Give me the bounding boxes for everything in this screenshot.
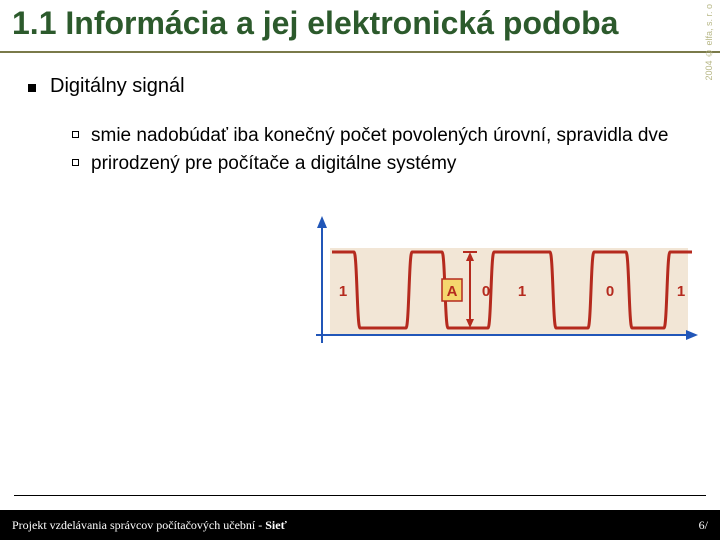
svg-text:1: 1 xyxy=(518,283,526,300)
bullet-level1: Digitálny signál xyxy=(28,75,692,98)
square-bullet-icon xyxy=(28,84,36,92)
svg-text:A: A xyxy=(447,283,458,300)
bullet-level2: smie nadobúdať iba konečný počet povolen… xyxy=(72,124,692,148)
page-title: 1.1 Informácia a jej elektronická podoba xyxy=(12,6,708,41)
digital-signal-diagram: A 1 0 1 0 1 xyxy=(300,210,700,380)
svg-text:1: 1 xyxy=(677,283,685,300)
svg-text:1: 1 xyxy=(339,283,347,300)
content-area: Digitálny signál smie nadobúdať iba kone… xyxy=(0,53,720,176)
footer-bar: Projekt vzdelávania správcov počítačovýc… xyxy=(0,510,720,540)
bullet-l2a-text: smie nadobúdať iba konečný počet povolen… xyxy=(91,124,669,148)
footer-left-plain: Projekt vzdelávania správcov počítačovýc… xyxy=(12,518,265,532)
footer-left: Projekt vzdelávania správcov počítačovýc… xyxy=(12,518,287,533)
hollow-square-bullet-icon xyxy=(72,159,79,166)
svg-text:0: 0 xyxy=(606,283,614,300)
bullet-l1-text: Digitálny signál xyxy=(50,75,185,98)
footer-left-bold: Sieť xyxy=(265,518,287,532)
footer-divider xyxy=(14,495,706,496)
footer-page-number: 6/ xyxy=(699,518,708,533)
watermark: 2004 © elfa, s. r. o xyxy=(704,4,714,81)
hollow-square-bullet-icon xyxy=(72,131,79,138)
svg-text:0: 0 xyxy=(482,283,490,300)
bullet-l2b-text: prirodzený pre počítače a digitálne syst… xyxy=(91,152,456,176)
bullet-level2: prirodzený pre počítače a digitálne syst… xyxy=(72,152,692,176)
